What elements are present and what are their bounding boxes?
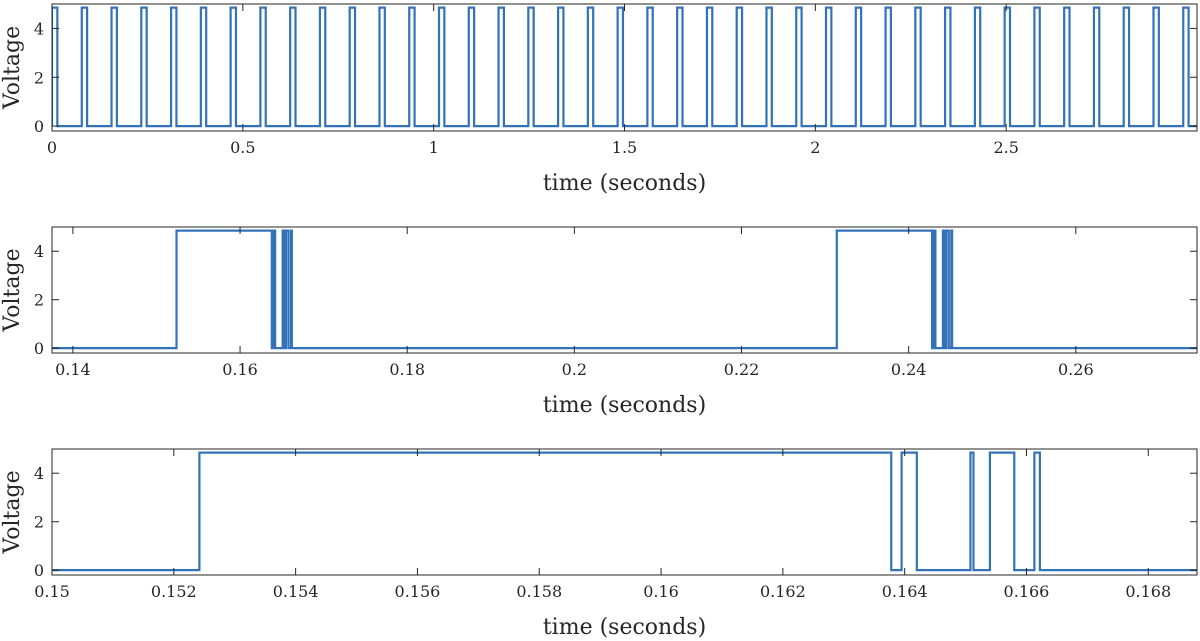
y-tick-label: 2 [34, 291, 44, 310]
x-tick-label: 2.5 [993, 138, 1018, 157]
x-axis-label: time (seconds) [543, 171, 706, 196]
y-tick-label: 2 [34, 68, 44, 87]
x-tick-label: 0.164 [882, 582, 928, 601]
x-tick-label: 0 [47, 138, 57, 157]
x-tick-label: 0.16 [643, 582, 679, 601]
axes-frame [51, 3, 1198, 132]
chart-panel-3: 0.15 0.152 0.154 0.156 0.158 0.16 0.162 0.164 0.… [0, 448, 1198, 640]
x-tick-label: 0.18 [389, 360, 425, 379]
signal-trace-2 [52, 229, 1197, 350]
y-tick-label: 0 [34, 561, 44, 580]
x-tick-label: 1 [429, 138, 439, 157]
x-tick-label: 0.156 [395, 582, 441, 601]
x-tick-label: 0.166 [1004, 582, 1050, 601]
x-axis-label: time (seconds) [543, 393, 706, 418]
chart-panel-1: 0 0.5 1 1.5 2 2.5 0 2 4 time (seconds) Voltage [0, 3, 1198, 196]
x-tick-label: 0.22 [724, 360, 760, 379]
x-tick-label: 0.158 [516, 582, 562, 601]
x-tick-label: 0.26 [1058, 360, 1094, 379]
x-tick-label: 0.2 [562, 360, 587, 379]
y-tick-label: 0 [34, 339, 44, 358]
x-tick-label: 0.168 [1125, 582, 1171, 601]
x-tick-label: 2 [810, 138, 820, 157]
y-tick-label: 2 [34, 513, 44, 532]
y-tick-label: 4 [34, 19, 44, 38]
x-tick-label: 0.152 [151, 582, 197, 601]
y-axis-label: Voltage [0, 26, 25, 110]
chart-panel-2: 0.14 0.16 0.18 0.2 0.22 0.24 0.26 0 2 4 time (seco… [0, 226, 1198, 418]
y-axis-label: Voltage [0, 248, 25, 332]
axes-frame [51, 448, 1198, 576]
signal-trace-1 [52, 6, 1197, 128]
y-tick-label: 4 [34, 464, 44, 483]
x-tick-label: 0.162 [760, 582, 806, 601]
x-tick-label: 0.24 [891, 360, 927, 379]
x-tick-label: 1.5 [612, 138, 637, 157]
x-axis-label: time (seconds) [543, 615, 706, 640]
axes-frame [51, 226, 1198, 354]
y-tick-label: 0 [34, 117, 44, 136]
x-tick-label: 0.15 [34, 582, 70, 601]
x-tick-label: 0.16 [222, 360, 258, 379]
y-axis-label: Voltage [0, 470, 25, 554]
signal-trace-3 [52, 451, 1197, 572]
x-tick-label: 0.14 [55, 360, 91, 379]
x-tick-label: 0.154 [273, 582, 319, 601]
x-tick-label: 0.5 [230, 138, 255, 157]
y-tick-label: 4 [34, 242, 44, 261]
